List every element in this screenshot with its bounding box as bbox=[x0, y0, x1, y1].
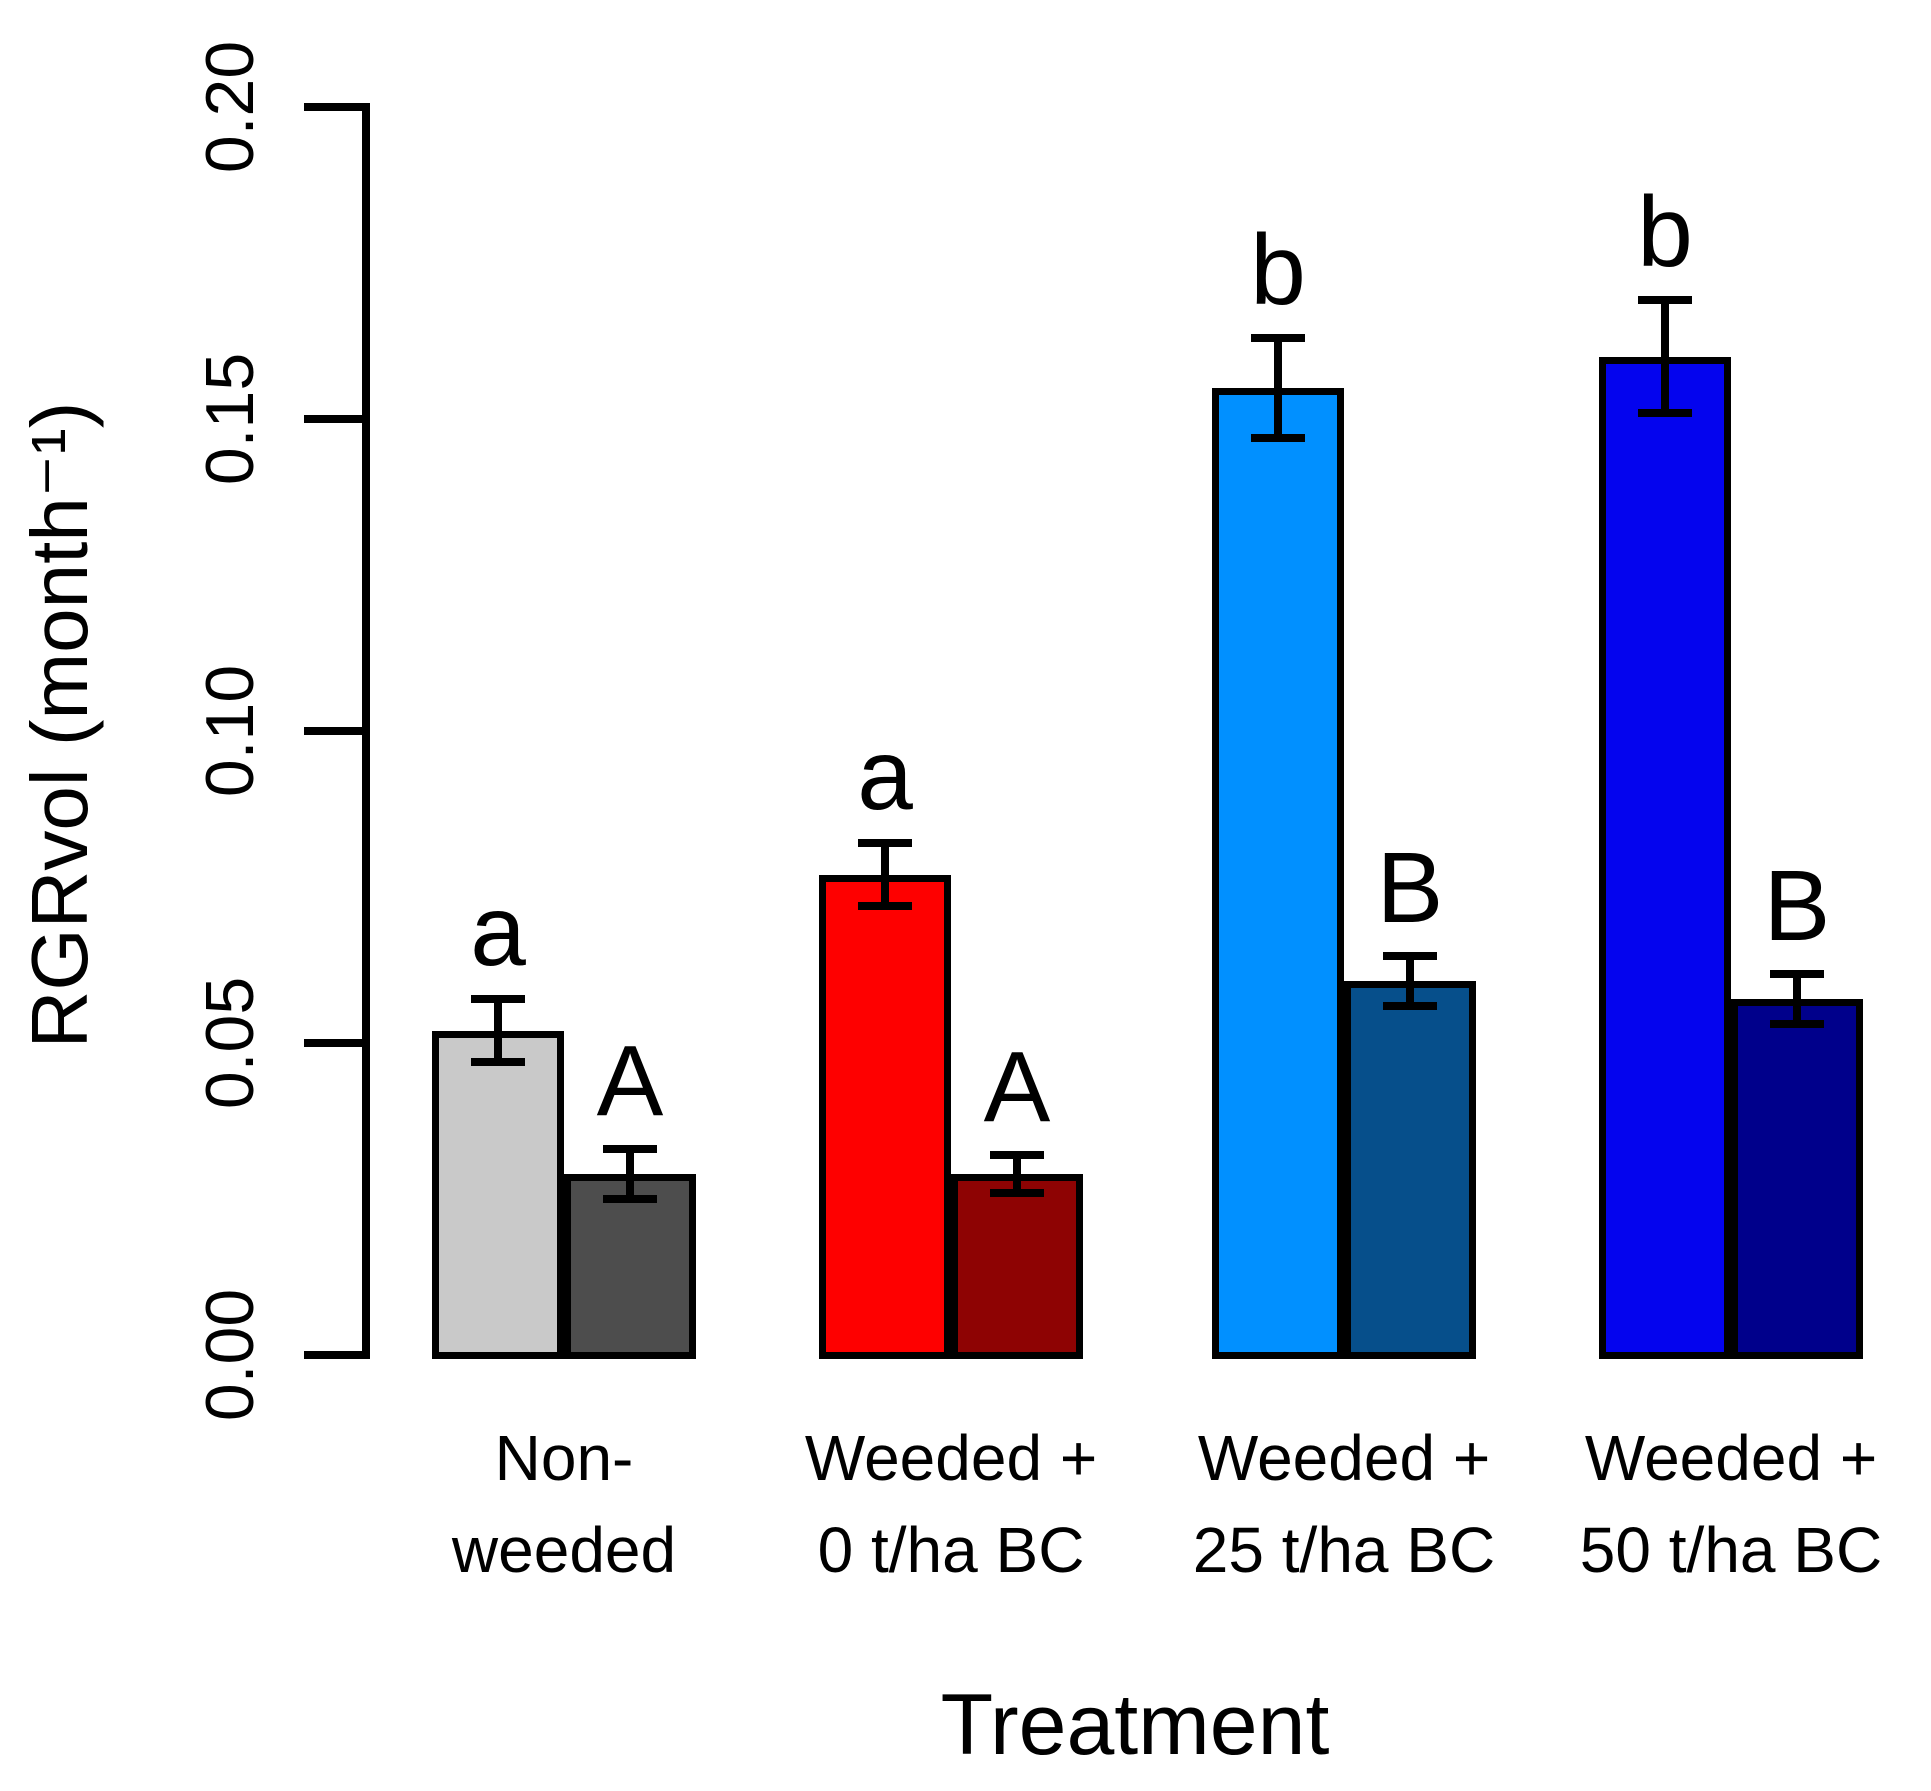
significance-letter: a bbox=[857, 719, 913, 832]
y-axis-tick bbox=[304, 727, 362, 735]
error-bar-bottom-cap bbox=[990, 1188, 1044, 1197]
bar-group2-light bbox=[819, 874, 951, 1359]
error-bar-bottom-cap bbox=[858, 901, 912, 910]
error-bar bbox=[1661, 300, 1669, 413]
bar-group4-dark bbox=[1731, 999, 1863, 1359]
y-axis-tick-label: 0.05 bbox=[192, 976, 268, 1110]
significance-letter: B bbox=[1376, 831, 1444, 944]
error-bar-top-cap bbox=[990, 1151, 1044, 1160]
y-axis-tick bbox=[304, 1039, 362, 1047]
y-axis-line bbox=[362, 103, 370, 1359]
error-bar bbox=[626, 1149, 634, 1199]
error-bar-top-cap bbox=[858, 839, 912, 848]
error-bar bbox=[1274, 337, 1282, 438]
x-axis-title: Treatment bbox=[940, 1677, 1330, 1773]
x-category-line: 25 t/ha BC bbox=[1192, 1514, 1496, 1586]
bar-group4-light bbox=[1599, 356, 1731, 1359]
error-bar-bottom-cap bbox=[603, 1195, 657, 1203]
y-axis-tick bbox=[304, 103, 362, 111]
error-bar bbox=[881, 843, 889, 906]
bar-group3-light bbox=[1212, 387, 1344, 1359]
y-axis-tick bbox=[304, 415, 362, 423]
error-bar bbox=[1406, 955, 1414, 1006]
x-category-line: Weeded + bbox=[1584, 1422, 1878, 1494]
error-bar-top-cap bbox=[1770, 970, 1824, 979]
error-bar-bottom-cap bbox=[1638, 408, 1692, 417]
significance-letter: b bbox=[1637, 176, 1693, 289]
error-bar bbox=[1793, 974, 1801, 1025]
x-category-line: 50 t/ha BC bbox=[1579, 1514, 1883, 1586]
error-bar-bottom-cap bbox=[1770, 1020, 1824, 1029]
error-bar-bottom-cap bbox=[471, 1057, 525, 1066]
y-axis-title: RGRvol (month⁻¹) bbox=[15, 401, 104, 1049]
x-category-line: Weeded + bbox=[804, 1422, 1098, 1494]
error-bar-bottom-cap bbox=[1383, 1001, 1437, 1010]
significance-letter: A bbox=[596, 1025, 664, 1138]
bar-group3-dark bbox=[1344, 980, 1476, 1359]
error-bar bbox=[1013, 1155, 1021, 1193]
y-axis-tick-label: 0.15 bbox=[192, 352, 268, 486]
significance-letter: B bbox=[1763, 850, 1831, 963]
significance-letter: b bbox=[1250, 213, 1306, 326]
error-bar bbox=[494, 999, 502, 1062]
bar-group2-dark bbox=[951, 1174, 1083, 1359]
y-axis-tick bbox=[304, 1351, 362, 1359]
error-bar-top-cap bbox=[603, 1145, 657, 1154]
x-category-line: Weeded + bbox=[1197, 1422, 1491, 1494]
x-category-line: weeded bbox=[451, 1514, 677, 1586]
error-bar-bottom-cap bbox=[1251, 433, 1305, 442]
y-axis-tick-label: 0.20 bbox=[192, 40, 268, 174]
x-category-label: Weeded + 0 t/ha BC bbox=[805, 1412, 1097, 1596]
x-category-line: 0 t/ha BC bbox=[817, 1514, 1085, 1586]
significance-letter: a bbox=[470, 875, 526, 988]
x-category-label: Weeded + 50 t/ha BC bbox=[1580, 1412, 1882, 1596]
significance-letter: A bbox=[983, 1031, 1051, 1144]
error-bar-top-cap bbox=[1383, 951, 1437, 960]
x-category-line: Non- bbox=[494, 1422, 634, 1494]
x-category-label: Weeded + 25 t/ha BC bbox=[1193, 1412, 1495, 1596]
error-bar-top-cap bbox=[1251, 333, 1305, 342]
y-axis-tick-label: 0.00 bbox=[192, 1288, 268, 1422]
y-axis-tick-label: 0.10 bbox=[192, 664, 268, 798]
error-bar-top-cap bbox=[1638, 296, 1692, 305]
error-bar-top-cap bbox=[471, 995, 525, 1004]
x-category-label: Non-weeded bbox=[452, 1412, 676, 1596]
bar-group1-light bbox=[432, 1030, 564, 1359]
